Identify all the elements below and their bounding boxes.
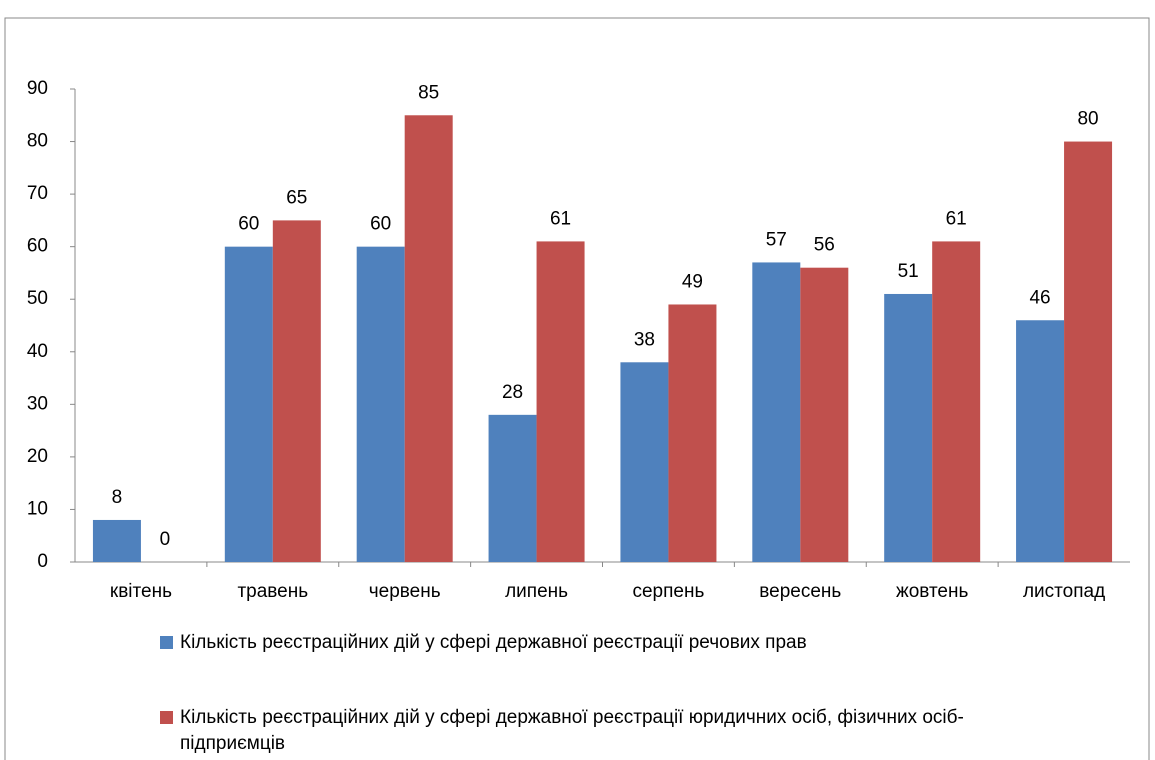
bar [536, 241, 585, 562]
bar [932, 241, 981, 562]
bar [884, 293, 933, 562]
legend-entry: Кількість реєстраційних дій у сфері держ… [160, 630, 1050, 656]
bar [92, 519, 141, 562]
data-label: 38 [634, 329, 655, 350]
x-tick-label: жовтень [896, 581, 969, 602]
x-tick-label: вересень [759, 581, 841, 602]
y-tick-label: 60 [27, 236, 48, 257]
bar [620, 362, 669, 562]
data-label: 0 [160, 529, 171, 550]
legend-label: Кількість реєстраційних дій у сфері держ… [180, 707, 964, 754]
legend-label: Кількість реєстраційних дій у сфері держ… [180, 632, 807, 653]
bar [1064, 141, 1113, 563]
x-tick-label: травень [237, 581, 308, 602]
y-tick-label: 20 [27, 446, 48, 467]
y-tick-label: 90 [27, 78, 48, 99]
data-label: 8 [112, 487, 123, 508]
y-tick-label: 10 [27, 498, 48, 519]
data-label: 28 [502, 382, 523, 403]
data-label: 60 [238, 214, 259, 235]
bar [488, 414, 537, 562]
data-label: 85 [418, 82, 439, 103]
y-tick-label: 80 [27, 131, 48, 152]
chart-border [4, 17, 1150, 760]
y-tick-label: 70 [27, 183, 48, 204]
legend-entry: Кількість реєстраційних дій у сфері держ… [160, 705, 1050, 757]
legend-swatch [160, 636, 173, 649]
x-tick-label: серпень [632, 581, 704, 602]
data-label: 65 [286, 187, 307, 208]
bar [668, 304, 717, 562]
data-label: 80 [1077, 109, 1098, 130]
data-label: 49 [682, 271, 703, 292]
bar [272, 220, 321, 562]
y-tick-label: 40 [27, 341, 48, 362]
x-tick-label: квітень [110, 581, 172, 602]
y-tick-label: 30 [27, 393, 48, 414]
data-label: 60 [370, 214, 391, 235]
x-tick-label: листопад [1023, 581, 1105, 602]
data-label: 57 [766, 229, 787, 250]
bar [224, 246, 273, 562]
bar [404, 115, 453, 563]
data-label: 61 [946, 208, 967, 229]
bar [356, 246, 405, 562]
y-tick-label: 0 [37, 551, 48, 572]
y-tick-label: 50 [27, 288, 48, 309]
bar [752, 262, 801, 562]
x-tick-label: липень [505, 581, 568, 602]
data-label: 61 [550, 208, 571, 229]
data-label: 56 [814, 235, 835, 256]
data-label: 46 [1029, 287, 1050, 308]
bar [800, 267, 849, 562]
bar [1016, 320, 1065, 562]
data-label: 51 [898, 261, 919, 282]
x-tick-label: червень [369, 581, 441, 602]
legend-swatch [160, 711, 173, 724]
